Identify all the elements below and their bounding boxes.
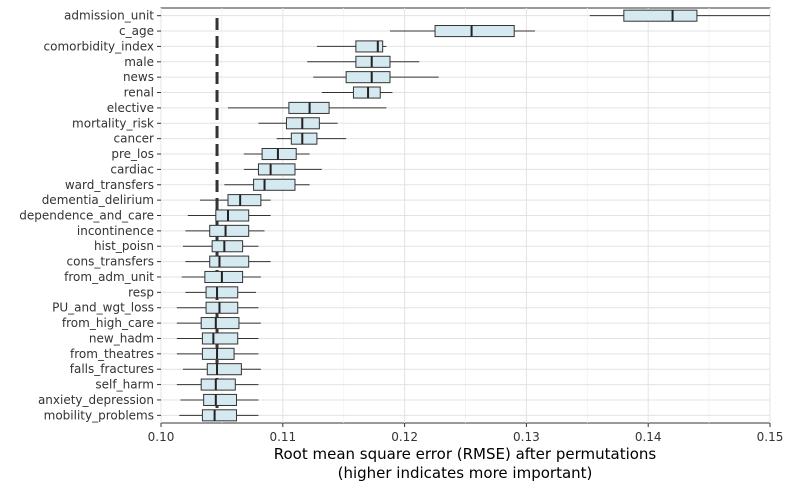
box-from_adm_unit — [181, 270, 261, 284]
box-dependence_and_care — [187, 209, 271, 222]
y-tick-label: admission_unit — [64, 9, 154, 23]
box-iqr — [209, 255, 250, 268]
box-self_harm — [176, 378, 259, 391]
y-tick-label: male — [124, 55, 154, 69]
box-iqr — [200, 378, 236, 391]
box-iqr — [201, 332, 239, 345]
box-iqr — [209, 224, 250, 237]
box-falls_fractures — [182, 363, 261, 376]
y-tick-label: PU_and_wgt_loss — [52, 301, 154, 315]
box-pre_los — [243, 147, 310, 161]
y-tick-label: hist_poisn — [94, 239, 154, 253]
box-incontinence — [185, 224, 265, 237]
box-iqr — [200, 317, 240, 330]
y-tick-label: ward_transfers — [65, 178, 154, 192]
y-tick-label: cardiac — [110, 162, 154, 176]
x-tick-labels: 0.10 0.11 0.12 0.13 0.14 0.15 — [148, 423, 784, 444]
y-tick-label: from_theatres — [70, 347, 154, 361]
x-axis-title-line-1: Root mean square error (RMSE) after perm… — [274, 445, 657, 463]
box-PU_and_wgt_loss — [176, 301, 259, 314]
y-tick-label: from_adm_unit — [64, 270, 154, 284]
box-mortality_risk — [258, 117, 338, 130]
x-tick-label: 0.14 — [635, 430, 662, 444]
box-iqr — [201, 347, 235, 360]
box-iqr — [227, 194, 262, 207]
box-iqr — [253, 178, 296, 191]
box-cancer — [276, 132, 347, 145]
boxes — [176, 9, 770, 422]
box-iqr — [434, 25, 515, 38]
box-from_theatres — [176, 347, 259, 360]
y-tick-label: renal — [124, 86, 154, 100]
box-renal — [321, 86, 393, 99]
box-iqr — [355, 40, 384, 53]
box-hist_poisn — [182, 240, 259, 253]
box-comorbidity_index — [316, 40, 387, 53]
x-tick-label: 0.15 — [757, 430, 784, 444]
x-tick-label: 0.11 — [269, 430, 296, 444]
y-tick-label: c_age — [119, 24, 154, 38]
x-tick-label: 0.10 — [148, 430, 175, 444]
box-iqr — [290, 132, 318, 145]
box-iqr — [201, 409, 238, 422]
y-tick-label: from_high_care — [62, 316, 154, 330]
box-anxiety_depression — [180, 393, 259, 406]
box-from_high_care — [176, 317, 261, 330]
box-admission_unit — [589, 9, 770, 22]
y-tick-label: mortality_risk — [72, 116, 154, 130]
box-iqr — [261, 147, 297, 161]
box-resp — [185, 286, 257, 299]
box-iqr — [623, 9, 698, 22]
y-tick-label: dependence_and_care — [19, 209, 154, 223]
x-tick-label: 0.12 — [391, 430, 418, 444]
box-male — [307, 55, 420, 68]
box-iqr — [211, 240, 244, 253]
y-tick-label: falls_fractures — [70, 362, 154, 376]
box-news — [313, 71, 439, 84]
box-c_age — [389, 25, 535, 38]
box-elective — [227, 101, 387, 114]
y-tick-labels: admission_unitc_agecomorbidity_indexmale… — [19, 9, 161, 422]
y-tick-label: comorbidity_index — [44, 39, 154, 53]
x-tick-label: 0.13 — [513, 430, 540, 444]
box-iqr — [203, 393, 238, 406]
box-iqr — [257, 163, 296, 176]
y-tick-label: news — [123, 70, 154, 84]
y-tick-label: cons_transfers — [67, 255, 154, 269]
box-new_hadm — [176, 332, 259, 345]
y-tick-label: dementia_delirium — [42, 193, 154, 207]
box-iqr — [215, 209, 250, 222]
box-cardiac — [243, 163, 322, 176]
box-iqr — [204, 270, 244, 284]
y-tick-label: elective — [107, 101, 154, 115]
x-axis-title-line-2: (higher indicates more important) — [338, 464, 593, 482]
box-iqr — [206, 363, 242, 376]
box-cons_transfers — [185, 255, 271, 268]
box-iqr — [345, 71, 391, 84]
y-tick-label: self_harm — [95, 378, 154, 392]
y-tick-label: new_hadm — [89, 331, 154, 345]
box-iqr — [205, 301, 239, 314]
y-tick-label: mobility_problems — [44, 408, 154, 422]
box-iqr — [352, 86, 381, 99]
y-tick-label: incontinence — [77, 224, 154, 238]
y-tick-label: anxiety_depression — [38, 393, 154, 407]
box-iqr — [205, 286, 239, 299]
box-mobility_problems — [179, 409, 259, 422]
y-tick-label: cancer — [114, 132, 155, 146]
box-dementia_delirium — [199, 194, 271, 207]
y-tick-label: pre_los — [111, 147, 154, 161]
box-iqr — [355, 55, 391, 68]
box-ward_transfers — [224, 178, 310, 191]
y-tick-label: resp — [128, 285, 154, 299]
